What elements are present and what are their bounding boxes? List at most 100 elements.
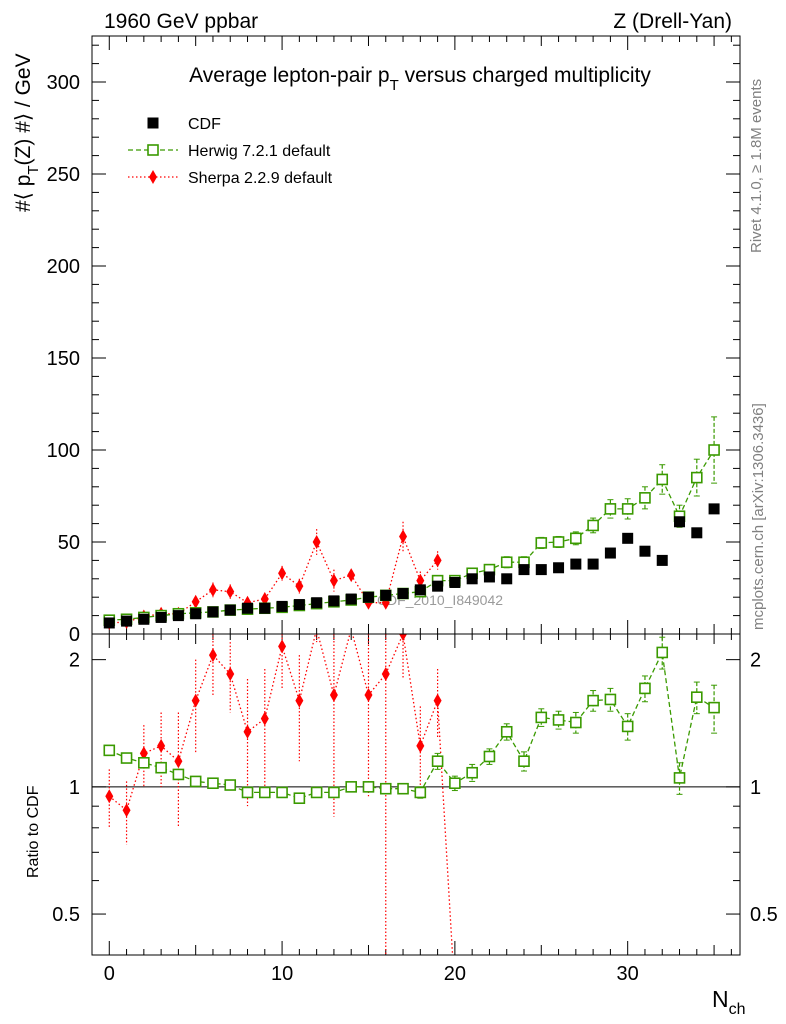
ratio-herwig-point (484, 751, 494, 761)
ratio-y-tick-label: 1 (69, 777, 80, 799)
main-sherpa-point (209, 583, 217, 597)
main-cdf-point (501, 573, 512, 584)
header-left-label: 1960 GeV ppbar (104, 10, 258, 33)
main-herwig-point (692, 473, 702, 483)
ratio-herwig-point (191, 776, 201, 786)
chart-title-sub: T (390, 77, 399, 94)
main-cdf-point (519, 564, 530, 575)
ratio-sherpa-point (434, 694, 442, 708)
legend-herwig-label: Herwig 7.2.1 default (188, 143, 331, 160)
main-herwig-point (536, 538, 546, 548)
main-sherpa-point (295, 579, 303, 593)
main-cdf-point (277, 601, 288, 612)
ratio-herwig-point (104, 745, 114, 755)
ratio-sherpa-point (105, 789, 113, 803)
chart-canvas: 1960 GeV ppbar Z (Drell-Yan) Rivet 4.1.0… (0, 0, 786, 1024)
main-sherpa-point (192, 595, 200, 609)
main-cdf-point (657, 555, 668, 566)
main-y-tick-label: 150 (47, 348, 80, 370)
analysis-watermark: CDF_2010_I849042 (377, 592, 503, 608)
main-cdf-point (156, 612, 167, 623)
y-axis-label-sub: T (25, 165, 42, 174)
ratio-sherpa-point (157, 739, 165, 753)
ratio-herwig-point (122, 753, 132, 763)
ratio-herwig-point (640, 683, 650, 693)
ratio-y-tick-label-right: 1 (750, 777, 761, 799)
ratio-herwig-point (709, 703, 719, 713)
main-cdf-point (328, 595, 339, 606)
ratio-herwig-point (536, 712, 546, 722)
main-sherpa-point (434, 553, 442, 567)
x-axis-label: Nch (712, 986, 746, 1018)
ratio-herwig-point (623, 721, 633, 731)
ratio-herwig-point (156, 763, 166, 773)
main-cdf-point (242, 603, 253, 614)
main-cdf-point (467, 573, 478, 584)
main-cdf-point (691, 527, 702, 538)
ratio-sherpa-point (244, 725, 252, 739)
ratio-y-tick-label: 0.5 (52, 904, 80, 926)
ratio-herwig-point (605, 694, 615, 704)
main-cdf-point (311, 597, 322, 608)
x-tick-label: 20 (444, 963, 466, 985)
ratio-herwig-point (450, 778, 460, 788)
ratio-herwig-point (363, 782, 373, 792)
ratio-sherpa-point (330, 688, 338, 702)
y-axis-label: #⟨ pT(Z) #⟩ / GeV (12, 53, 42, 212)
ratio-herwig-point (415, 787, 425, 797)
ratio-herwig-point (433, 756, 443, 766)
main-herwig-point (502, 557, 512, 567)
main-cdf-point (225, 605, 236, 616)
ratio-y-tick-label-right: 0.5 (750, 904, 778, 926)
legend: CDF Herwig 7.2.1 default Sherpa 2.2.9 defa… (128, 116, 333, 187)
ratio-herwig-point (294, 793, 304, 803)
mcplots-side-label: mcplots.cern.ch [arXiv:1306.3436] (750, 403, 767, 630)
main-cdf-point (709, 503, 720, 514)
main-cdf-point (605, 548, 616, 559)
ratio-herwig-point (225, 780, 235, 790)
ratio-panel-marks (104, 627, 719, 995)
ratio-herwig-point (657, 647, 667, 657)
ratio-herwig-point (208, 778, 218, 788)
ratio-herwig-point (260, 787, 270, 797)
main-cdf-point (432, 581, 443, 592)
ratio-herwig-point (173, 769, 183, 779)
main-cdf-point (484, 571, 495, 582)
legend-sherpa-marker (149, 170, 157, 184)
main-sherpa-point (399, 529, 407, 543)
main-cdf-point (346, 594, 357, 605)
main-cdf-point (639, 546, 650, 557)
ratio-y-tick-label-right: 2 (750, 650, 761, 672)
legend-herwig-marker (148, 145, 158, 155)
main-y-tick-label: 300 (47, 72, 80, 94)
ratio-sherpa-point (416, 739, 424, 753)
main-y-tick-label: 0 (69, 624, 80, 646)
ratio-sherpa-point (174, 754, 182, 768)
ratio-herwig-point (467, 768, 477, 778)
main-sherpa-point (347, 568, 355, 582)
x-tick-label: 0 (104, 963, 115, 985)
main-cdf-point (449, 577, 460, 588)
header-right-label: Z (Drell-Yan) (613, 10, 732, 33)
ratio-sherpa-point (192, 694, 200, 708)
ratio-panel-ticks: 0 10 20 300.5 0.51 12 2 (52, 634, 778, 985)
x-tick-label: 10 (271, 963, 293, 985)
y-axis-label-part2: (Z) #⟩ / GeV (12, 53, 35, 165)
chart-title-rest: versus charged multiplicity (399, 64, 652, 87)
ratio-herwig-point (346, 782, 356, 792)
main-herwig-point (554, 537, 564, 547)
main-herwig-point (623, 504, 633, 514)
main-y-tick-label: 250 (47, 164, 80, 186)
ratio-sherpa-point (123, 803, 131, 817)
main-cdf-point (207, 606, 218, 617)
main-cdf-point (138, 614, 149, 625)
main-cdf-point (294, 599, 305, 610)
rivet-side-label: Rivet 4.1.0, ≥ 1.8M events (748, 79, 765, 253)
ratio-herwig-point (139, 758, 149, 768)
ratio-herwig-point (519, 756, 529, 766)
ratio-herwig-point (277, 787, 287, 797)
ratio-herwig-point (675, 773, 685, 783)
ratio-y-axis-label: Ratio to CDF (25, 785, 42, 878)
main-cdf-point (536, 564, 547, 575)
main-herwig-point (588, 520, 598, 530)
